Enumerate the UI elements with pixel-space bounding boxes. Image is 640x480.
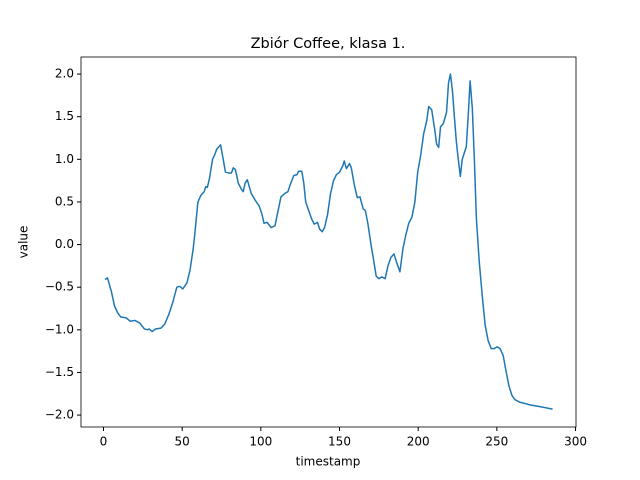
x-tick-label: 50 [175,435,190,449]
chart-title: Zbiór Coffee, klasa 1. [251,36,406,52]
data-line [104,73,553,410]
plot-frame [80,56,577,428]
x-tick-label: 200 [407,435,430,449]
y-tick-label: 0.0 [55,237,74,251]
x-tick-label: 0 [100,435,108,449]
x-tick-label: 100 [249,435,272,449]
y-tick-label: −1.0 [45,322,74,336]
x-tick-label: 300 [564,435,587,449]
y-tick-label: 1.5 [55,109,74,123]
y-tick-label: −2.0 [45,408,74,422]
x-axis-label: timestamp [296,455,361,469]
y-tick-label: 1.0 [55,152,74,166]
y-tick-label: −0.5 [45,280,74,294]
y-tick-label: −1.5 [45,365,74,379]
x-tick-label: 150 [328,435,351,449]
y-tick-label: 2.0 [55,67,74,81]
y-tick-label: 0.5 [55,194,74,208]
x-tick-label: 250 [485,435,508,449]
y-axis-label: value [17,226,31,259]
